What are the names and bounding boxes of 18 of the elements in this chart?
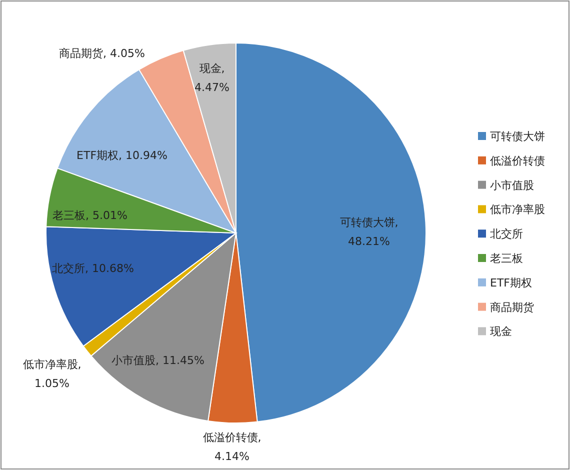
- data-label: 低市净率股, 1.05%: [22, 358, 82, 390]
- legend-label: 低市净率股: [490, 203, 545, 216]
- legend-label: 商品期货: [490, 300, 534, 314]
- data-label: 可转债大饼, 48.21%: [340, 216, 398, 248]
- legend-label: 低溢价转债: [490, 154, 545, 168]
- legend-label: 老三板: [490, 252, 523, 265]
- legend-label: 小市值股: [490, 178, 534, 192]
- data-label: 低溢价转债, 4.14%: [202, 431, 262, 463]
- legend-label: 北交所: [490, 228, 523, 241]
- data-label: 商品期货, 4.05%: [59, 47, 145, 60]
- legend-label: ETF期权: [490, 276, 532, 290]
- data-label: 现金, 4.47%: [194, 62, 230, 94]
- data-label: ETF期权, 10.94%: [76, 149, 168, 162]
- data-label: 北交所, 10.68%: [52, 262, 134, 275]
- legend-label: 现金: [490, 325, 512, 338]
- data-label: 老三板, 5.01%: [52, 209, 128, 222]
- data-label: 小市值股, 11.45%: [112, 354, 204, 367]
- legend-label: 可转债大饼: [490, 130, 545, 143]
